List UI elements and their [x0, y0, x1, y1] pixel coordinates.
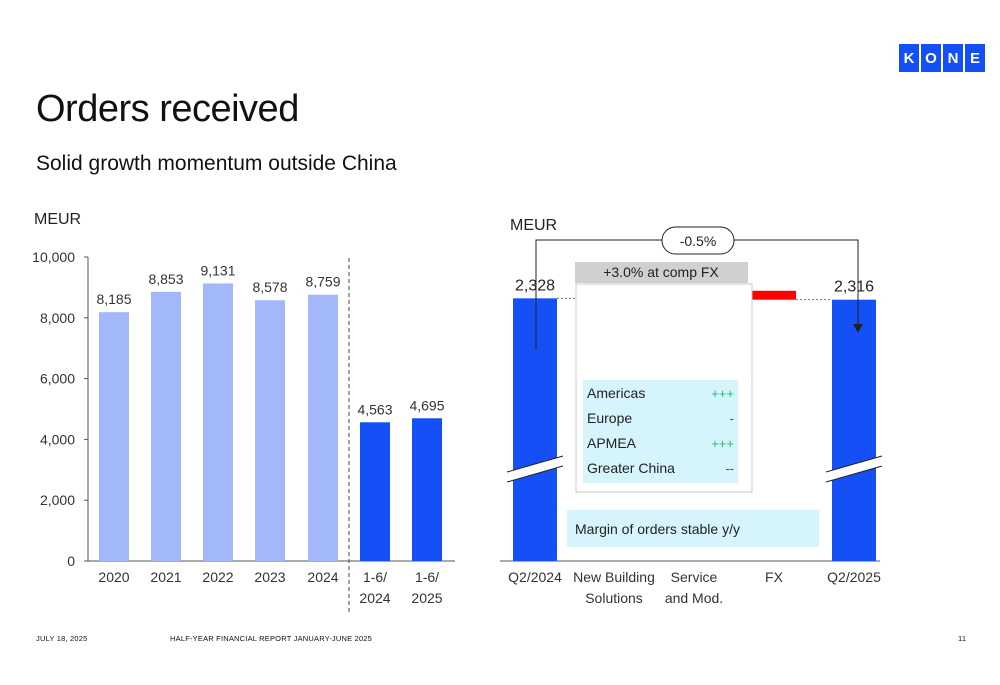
right-chart-fx-value-label: -79	[763, 326, 785, 343]
right-chart-category-label: Service	[671, 569, 718, 585]
left-chart-y-tick-label: 2,000	[40, 492, 75, 508]
left-chart-category-label: 2021	[150, 569, 181, 585]
left-chart-y-tick-label: 10,000	[32, 249, 75, 265]
footer-page-number: 11	[958, 634, 967, 643]
region-trend: +++	[711, 436, 734, 451]
total-change-label: -0.5%	[680, 233, 717, 249]
margin-note-box	[567, 510, 819, 547]
page-title: Orders received	[36, 88, 299, 130]
total-change-arrowhead	[853, 324, 863, 333]
footer-report-title: HALF-YEAR FINANCIAL REPORT JANUARY-JUNE …	[170, 634, 373, 643]
axis-break-line	[825, 455, 883, 473]
comp-fx-band	[575, 262, 748, 283]
margin-note-text: Margin of orders stable y/y	[575, 521, 740, 537]
axis-break-line	[825, 465, 883, 483]
region-name: APMEA	[587, 435, 637, 451]
left-chart-bar	[308, 294, 338, 561]
right-chart-category-label: and Mod.	[665, 590, 723, 606]
left-chart-y-tick-label: 6,000	[40, 371, 75, 387]
right-chart-category-label: New Building	[573, 569, 655, 585]
region-box	[583, 380, 738, 483]
left-chart-bar	[412, 418, 442, 561]
axis-break-line	[506, 465, 564, 483]
page-subtitle: Solid growth momentum outside China	[36, 152, 397, 175]
left-chart-category-label: 2024	[359, 590, 390, 606]
axis-break-line	[506, 455, 564, 473]
left-chart-value-label: 8,759	[305, 274, 340, 290]
right-chart-end-value-label: 2,316	[834, 279, 874, 296]
logo-letter-e: E	[965, 44, 985, 72]
left-chart-y-tick-label: 8,000	[40, 310, 75, 326]
left-chart-y-unit: MEUR	[34, 211, 81, 228]
right-chart-start-bar	[513, 298, 557, 561]
region-trend: -	[730, 411, 734, 426]
total-change-arrow-line	[535, 239, 662, 350]
left-chart-y-tick-label: 4,000	[40, 431, 75, 447]
left-chart-category-label: 2023	[254, 569, 285, 585]
left-chart-value-label: 4,695	[409, 397, 444, 413]
left-chart-category-label: 2020	[98, 569, 129, 585]
left-chart-category-label: 2022	[202, 569, 233, 585]
right-chart-start-value-label: 2,328	[515, 277, 555, 294]
left-chart-bar	[151, 291, 181, 561]
axis-break-mark	[826, 456, 882, 482]
right-chart-end-bar	[832, 299, 876, 561]
logo-letter-k: K	[899, 44, 919, 72]
left-chart-category-label: 1-6/	[415, 569, 439, 585]
region-name: Europe	[587, 410, 632, 426]
left-chart-value-label: 8,578	[252, 279, 287, 295]
left-chart-category-label: 1-6/	[363, 569, 387, 585]
left-chart-value-label: 4,563	[357, 401, 392, 417]
region-trend: --	[725, 461, 734, 476]
right-chart-y-unit: MEUR	[510, 217, 557, 234]
left-chart-y-tick-label: 0	[67, 553, 75, 569]
right-chart-category-label: FX	[765, 569, 784, 585]
left-chart-value-label: 8,185	[96, 291, 131, 307]
region-name: Greater China	[587, 460, 675, 476]
total-change-oval	[661, 226, 735, 255]
kone-logo: K O N E	[899, 44, 985, 72]
left-chart-category-label: 2025	[411, 590, 442, 606]
footer-date: JULY 18, 2025	[36, 634, 88, 643]
left-chart-bar	[203, 283, 233, 561]
left-chart-value-label: 8,853	[148, 271, 183, 287]
left-chart-bar	[99, 312, 129, 561]
left-chart-value-label: 9,131	[200, 262, 235, 278]
logo-letter-n: N	[943, 44, 963, 72]
total-change-arrow-line	[734, 239, 859, 326]
logo-letter-o: O	[921, 44, 941, 72]
region-trend: +++	[711, 386, 734, 401]
axis-break-mark	[507, 456, 563, 482]
left-chart-category-label: 2024	[307, 569, 338, 585]
right-chart-category-label: Q2/2025	[827, 569, 881, 585]
right-chart-fx-bar	[752, 290, 796, 300]
region-name: Americas	[587, 385, 645, 401]
left-chart-bar	[360, 422, 390, 561]
comp-fx-label: +3.0% at comp FX	[603, 264, 719, 280]
left-chart-bar	[255, 300, 285, 561]
right-chart-category-label: Solutions	[585, 590, 643, 606]
right-chart-category-label: Q2/2024	[508, 569, 562, 585]
